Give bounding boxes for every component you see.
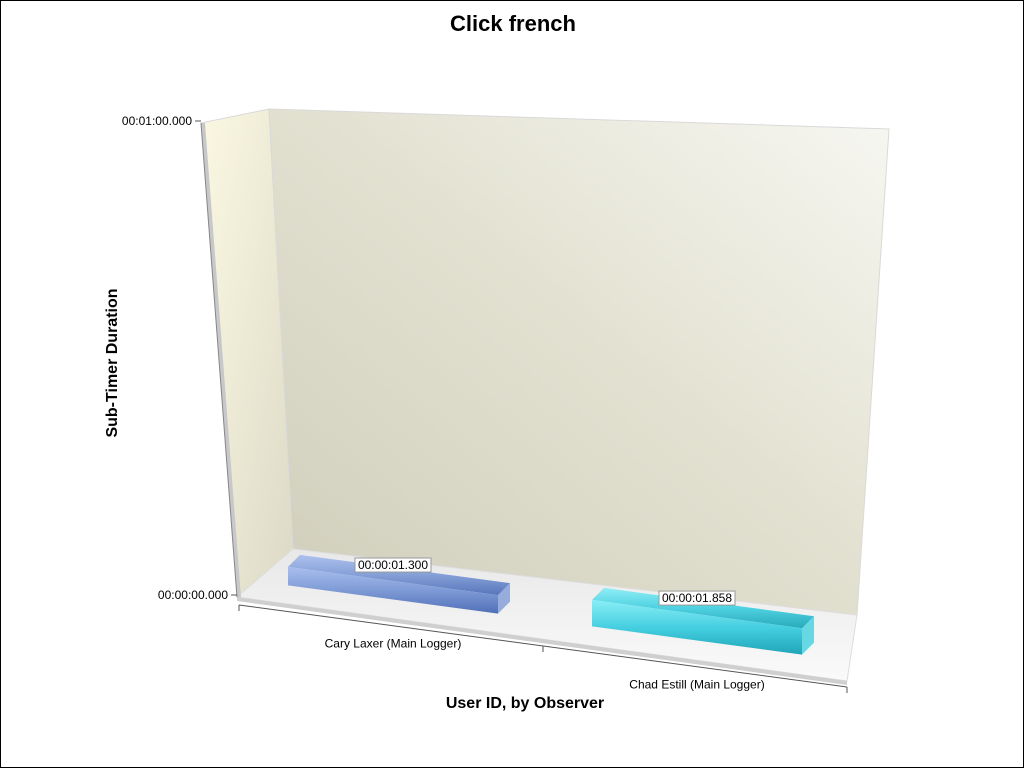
data-label: 00:00:01.858: [662, 591, 732, 605]
bar-side-face: [802, 616, 814, 655]
x-category-label: Cary Laxer (Main Logger): [325, 637, 462, 651]
side-wall-edge: [201, 123, 241, 597]
y-axis-line: [200, 122, 238, 598]
bar-top-face: [592, 587, 814, 629]
data-label-box: [658, 590, 736, 606]
x-axis-label: User ID, by Observer: [445, 695, 605, 712]
floor-front-edge: [237, 597, 847, 685]
x-category-label: Chad Estill (Main Logger): [629, 678, 764, 692]
y-axis-label: Sub-Timer Duration: [104, 288, 121, 438]
bar: [288, 554, 510, 614]
bar-top-face: [288, 554, 510, 596]
chart-title: Click french: [450, 11, 576, 36]
bar: [592, 587, 814, 655]
bar-front-face: [592, 599, 802, 655]
data-label: 00:00:01.300: [358, 558, 428, 572]
bar-front-face: [288, 566, 498, 614]
y-tick-label: 00:00:00.000: [158, 588, 228, 602]
back-wall: [268, 108, 890, 616]
y-tick-label: 00:01:00.000: [122, 114, 192, 128]
bar-side-face: [498, 583, 510, 614]
data-label-box: [354, 557, 432, 573]
